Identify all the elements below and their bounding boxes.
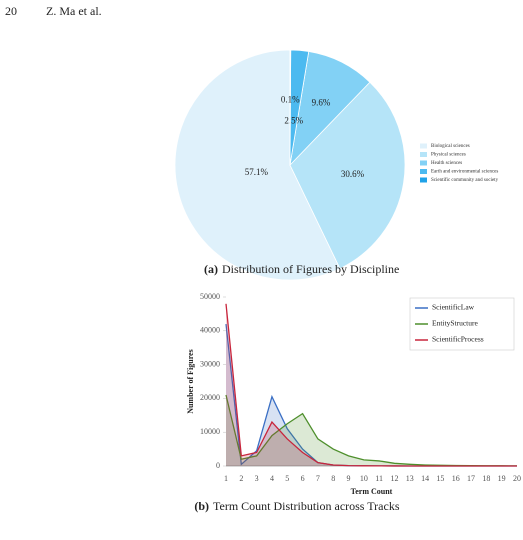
- x-tick-label: 18: [482, 474, 490, 483]
- legend-swatch: [420, 143, 427, 149]
- x-tick-label: 12: [390, 474, 398, 483]
- caption-tag: (b): [194, 499, 209, 513]
- legend-label: Scientific community and society: [431, 178, 499, 183]
- x-tick-label: 15: [436, 474, 444, 483]
- x-tick-label: 1: [224, 474, 228, 483]
- slice-label: 0.1%: [281, 95, 300, 105]
- caption: Distribution of Figures by Discipline: [222, 262, 399, 276]
- legend-label: Physical sciences: [431, 153, 466, 158]
- y-tick-label: 50000: [200, 292, 220, 301]
- y-tick-label: 30000: [200, 359, 220, 368]
- legend-swatch: [420, 152, 427, 157]
- y-tick-label: 40000: [200, 326, 220, 335]
- x-tick-label: 16: [452, 474, 460, 483]
- x-tick-label: 2: [239, 474, 243, 483]
- legend-label: Health sciences: [431, 161, 462, 166]
- legend-label: ScientificLaw: [432, 303, 475, 312]
- y-tick-label: 10000: [200, 427, 220, 436]
- x-tick-label: 17: [467, 474, 475, 483]
- slice-label: 57.1%: [245, 167, 269, 177]
- x-tick-label: 11: [375, 474, 383, 483]
- y-axis-label: Number of Figures: [186, 349, 195, 414]
- x-tick-label: 10: [360, 474, 368, 483]
- x-tick-label: 13: [406, 474, 414, 483]
- running-head: Z. Ma et al.: [46, 4, 102, 18]
- series-line: [225, 303, 517, 467]
- legend-swatch: [420, 177, 427, 183]
- x-tick-label: 19: [498, 474, 506, 483]
- caption: Term Count Distribution across Tracks: [213, 499, 400, 513]
- legend-swatch: [420, 160, 427, 166]
- slice-label: 2.5%: [284, 116, 303, 126]
- caption-tag: (a): [204, 262, 218, 276]
- x-tick-label: 7: [316, 474, 320, 483]
- legend-label: Earth and environmental sciences: [431, 170, 498, 175]
- x-tick-label: 9: [347, 474, 351, 483]
- y-tick-label: 0: [216, 461, 220, 470]
- legend-swatch: [420, 169, 427, 174]
- x-tick-label: 14: [421, 474, 429, 483]
- legend-label: EntityStructure: [432, 319, 478, 328]
- legend-label: ScientificProcess: [432, 335, 484, 344]
- pie-slice: [289, 49, 292, 166]
- x-tick-label: 5: [285, 474, 289, 483]
- x-tick-label: 6: [301, 474, 305, 483]
- x-axis-label: Term Count: [351, 487, 393, 496]
- slice-label: 30.6%: [341, 169, 365, 179]
- pie-slice: [174, 49, 341, 281]
- pie-slice: [289, 81, 406, 270]
- legend-label: Biological sciences: [431, 144, 470, 149]
- page-number: 20: [5, 4, 17, 18]
- x-tick-label: 3: [255, 474, 259, 483]
- y-tick-label: 20000: [200, 393, 220, 402]
- x-tick-label: 8: [331, 474, 335, 483]
- slice-label: 9.6%: [312, 97, 331, 107]
- x-tick-label: 4: [270, 474, 274, 483]
- x-tick-label: 20: [513, 474, 521, 483]
